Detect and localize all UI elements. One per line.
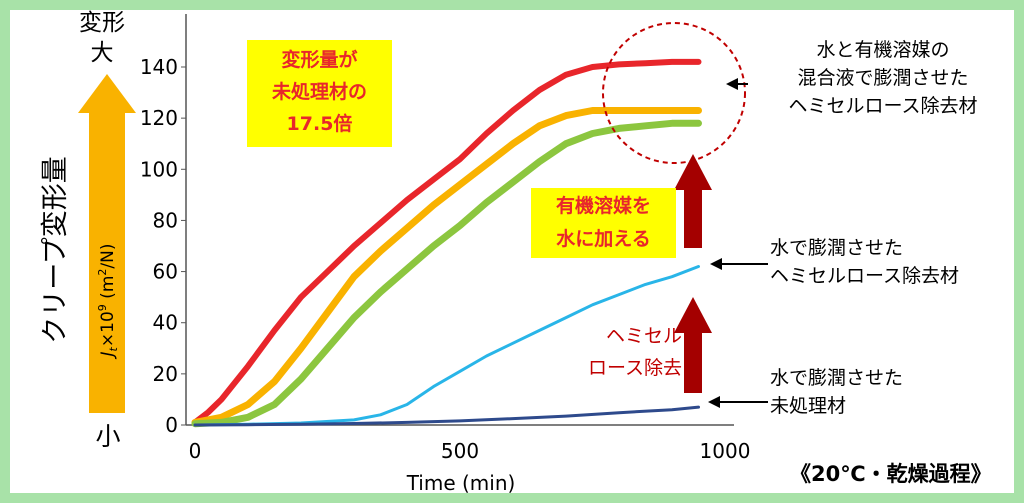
organic-solvent-box: [531, 188, 676, 258]
large-label: 大: [91, 40, 114, 66]
x-tick-label: 0: [189, 439, 202, 463]
y-tick-label: 120: [140, 106, 178, 130]
legend-label-water-hemi: 水で膨潤させた ヘミセルロース除去材: [770, 237, 960, 287]
series-line-5: [193, 405, 700, 427]
series-line-1: [192, 58, 702, 426]
legend-pointer-arrows: [708, 78, 768, 408]
small-label: 小: [95, 422, 120, 451]
y-tick-label: 100: [140, 157, 178, 181]
hemicellulose-removal-arrow: [674, 297, 712, 393]
y-tick-label: 140: [140, 55, 178, 79]
y-tick-label: 80: [153, 208, 178, 232]
series-line-3: [191, 119, 702, 428]
ratio-highlight-text: 変形量が 未処理材の 17.5倍: [271, 49, 367, 135]
legend-label-mixed-solvent: 水と有機溶媒の 混合液で膨潤させた ヘミセルロース除去材: [788, 39, 978, 117]
series-line-4: [193, 265, 700, 427]
x-tick-label: 1000: [700, 439, 751, 463]
x-axis-label: Time (min): [406, 471, 516, 495]
y-axis-label: Jt×109 (m2/N): [96, 244, 120, 360]
condition-label: 《20℃・乾燥過程》: [790, 462, 992, 486]
series-line-2: [191, 107, 702, 426]
y-tick-label: 20: [153, 362, 178, 386]
ratio-highlight-box: [247, 40, 392, 147]
y-tick-label: 0: [165, 413, 178, 437]
organic-solvent-arrow: [674, 154, 712, 248]
series-group: [191, 58, 702, 428]
y-tick-label: 40: [153, 311, 178, 335]
hemicellulose-removal-text: ヘミセル ロース除去: [587, 325, 682, 379]
creep-deformation-label: クリープ変形量: [40, 156, 71, 343]
plateau-highlight-circle: [602, 22, 746, 164]
x-tick-label: 500: [441, 439, 479, 463]
deformation-top-label: 変形: [79, 10, 125, 36]
x-ticks: 0 500 1000: [189, 439, 751, 463]
deformation-scale-arrow: [78, 74, 136, 413]
y-ticks: 0 20 40 60 80 100 120 140: [140, 55, 186, 437]
y-tick-label: 60: [153, 260, 178, 284]
organic-solvent-text: 有機溶媒を 水に加える: [555, 195, 651, 250]
legend-label-water-untreated: 水で膨潤させた 未処理材: [770, 367, 904, 417]
